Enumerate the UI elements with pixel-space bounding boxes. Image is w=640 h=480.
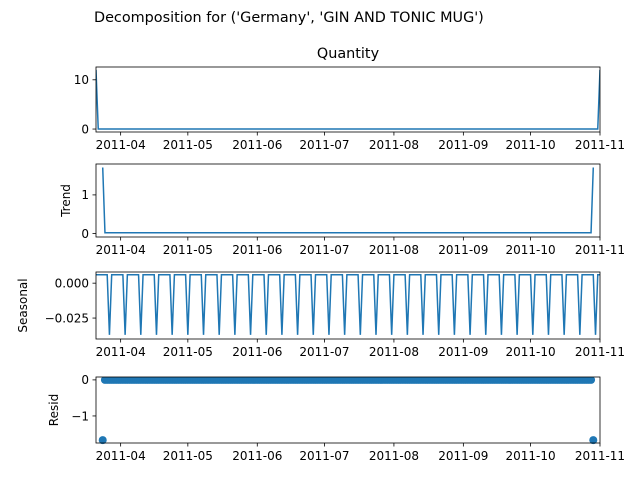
x-tick-label: 2011-09 <box>438 243 488 257</box>
x-tick-label: 2011-04 <box>96 138 146 152</box>
y-axis-label: Resid <box>47 394 61 426</box>
resid-point <box>587 377 596 384</box>
x-tick-label: 2011-08 <box>369 243 419 257</box>
x-tick-label: 2011-05 <box>163 243 213 257</box>
axes-frame <box>95 163 601 238</box>
y-tick-label: 0.000 <box>55 276 89 290</box>
y-axis-label: Seasonal <box>16 278 30 332</box>
x-tick-label: 2011-10 <box>505 243 555 257</box>
x-tick-label: 2011-11 <box>575 449 625 463</box>
y-tick-label: 0 <box>81 227 89 241</box>
y-tick-label: 0 <box>81 373 89 387</box>
x-tick-label: 2011-07 <box>299 138 349 152</box>
x-tick-label: 2011-07 <box>299 243 349 257</box>
x-tick-label: 2011-11 <box>575 138 625 152</box>
x-tick-label: 2011-04 <box>96 449 146 463</box>
series-line <box>101 167 595 234</box>
x-tick-label: 2011-10 <box>505 449 555 463</box>
series-line <box>96 69 600 130</box>
seasonal-line <box>96 274 600 335</box>
y-tick-label: −0.025 <box>45 311 89 325</box>
x-tick-label: 2011-07 <box>299 449 349 463</box>
x-tick-label: 2011-06 <box>232 243 282 257</box>
panel-title: Quantity <box>317 46 380 62</box>
figure-suptitle: Decomposition for ('Germany', 'GIN AND T… <box>94 10 484 26</box>
x-tick-label: 2011-04 <box>96 345 146 359</box>
x-tick-label: 2011-08 <box>369 449 419 463</box>
x-tick-label: 2011-08 <box>369 138 419 152</box>
x-tick-label: 2011-11 <box>575 345 625 359</box>
x-tick-label: 2011-08 <box>369 345 419 359</box>
x-tick-label: 2011-07 <box>299 345 349 359</box>
resid-outlier-point <box>98 436 107 445</box>
resid-outlier-point <box>589 436 598 445</box>
x-tick-label: 2011-05 <box>163 138 213 152</box>
x-tick-label: 2011-05 <box>163 345 213 359</box>
axes-frame <box>95 376 601 444</box>
x-tick-label: 2011-09 <box>438 138 488 152</box>
x-tick-label: 2011-05 <box>163 449 213 463</box>
y-tick-label: 0 <box>81 122 89 136</box>
x-tick-label: 2011-10 <box>505 345 555 359</box>
y-tick-label: 1 <box>81 188 89 202</box>
axes-frame <box>95 271 601 340</box>
y-axis-label: Trend <box>59 184 73 218</box>
y-tick-label: −1 <box>71 409 89 423</box>
x-tick-label: 2011-09 <box>438 449 488 463</box>
x-tick-label: 2011-06 <box>232 138 282 152</box>
x-tick-label: 2011-04 <box>96 243 146 257</box>
x-tick-label: 2011-06 <box>232 345 282 359</box>
x-tick-label: 2011-11 <box>575 243 625 257</box>
x-tick-label: 2011-10 <box>505 138 555 152</box>
axes-frame <box>95 66 601 133</box>
x-tick-label: 2011-06 <box>232 449 282 463</box>
x-tick-label: 2011-09 <box>438 345 488 359</box>
y-tick-label: 10 <box>74 73 89 87</box>
